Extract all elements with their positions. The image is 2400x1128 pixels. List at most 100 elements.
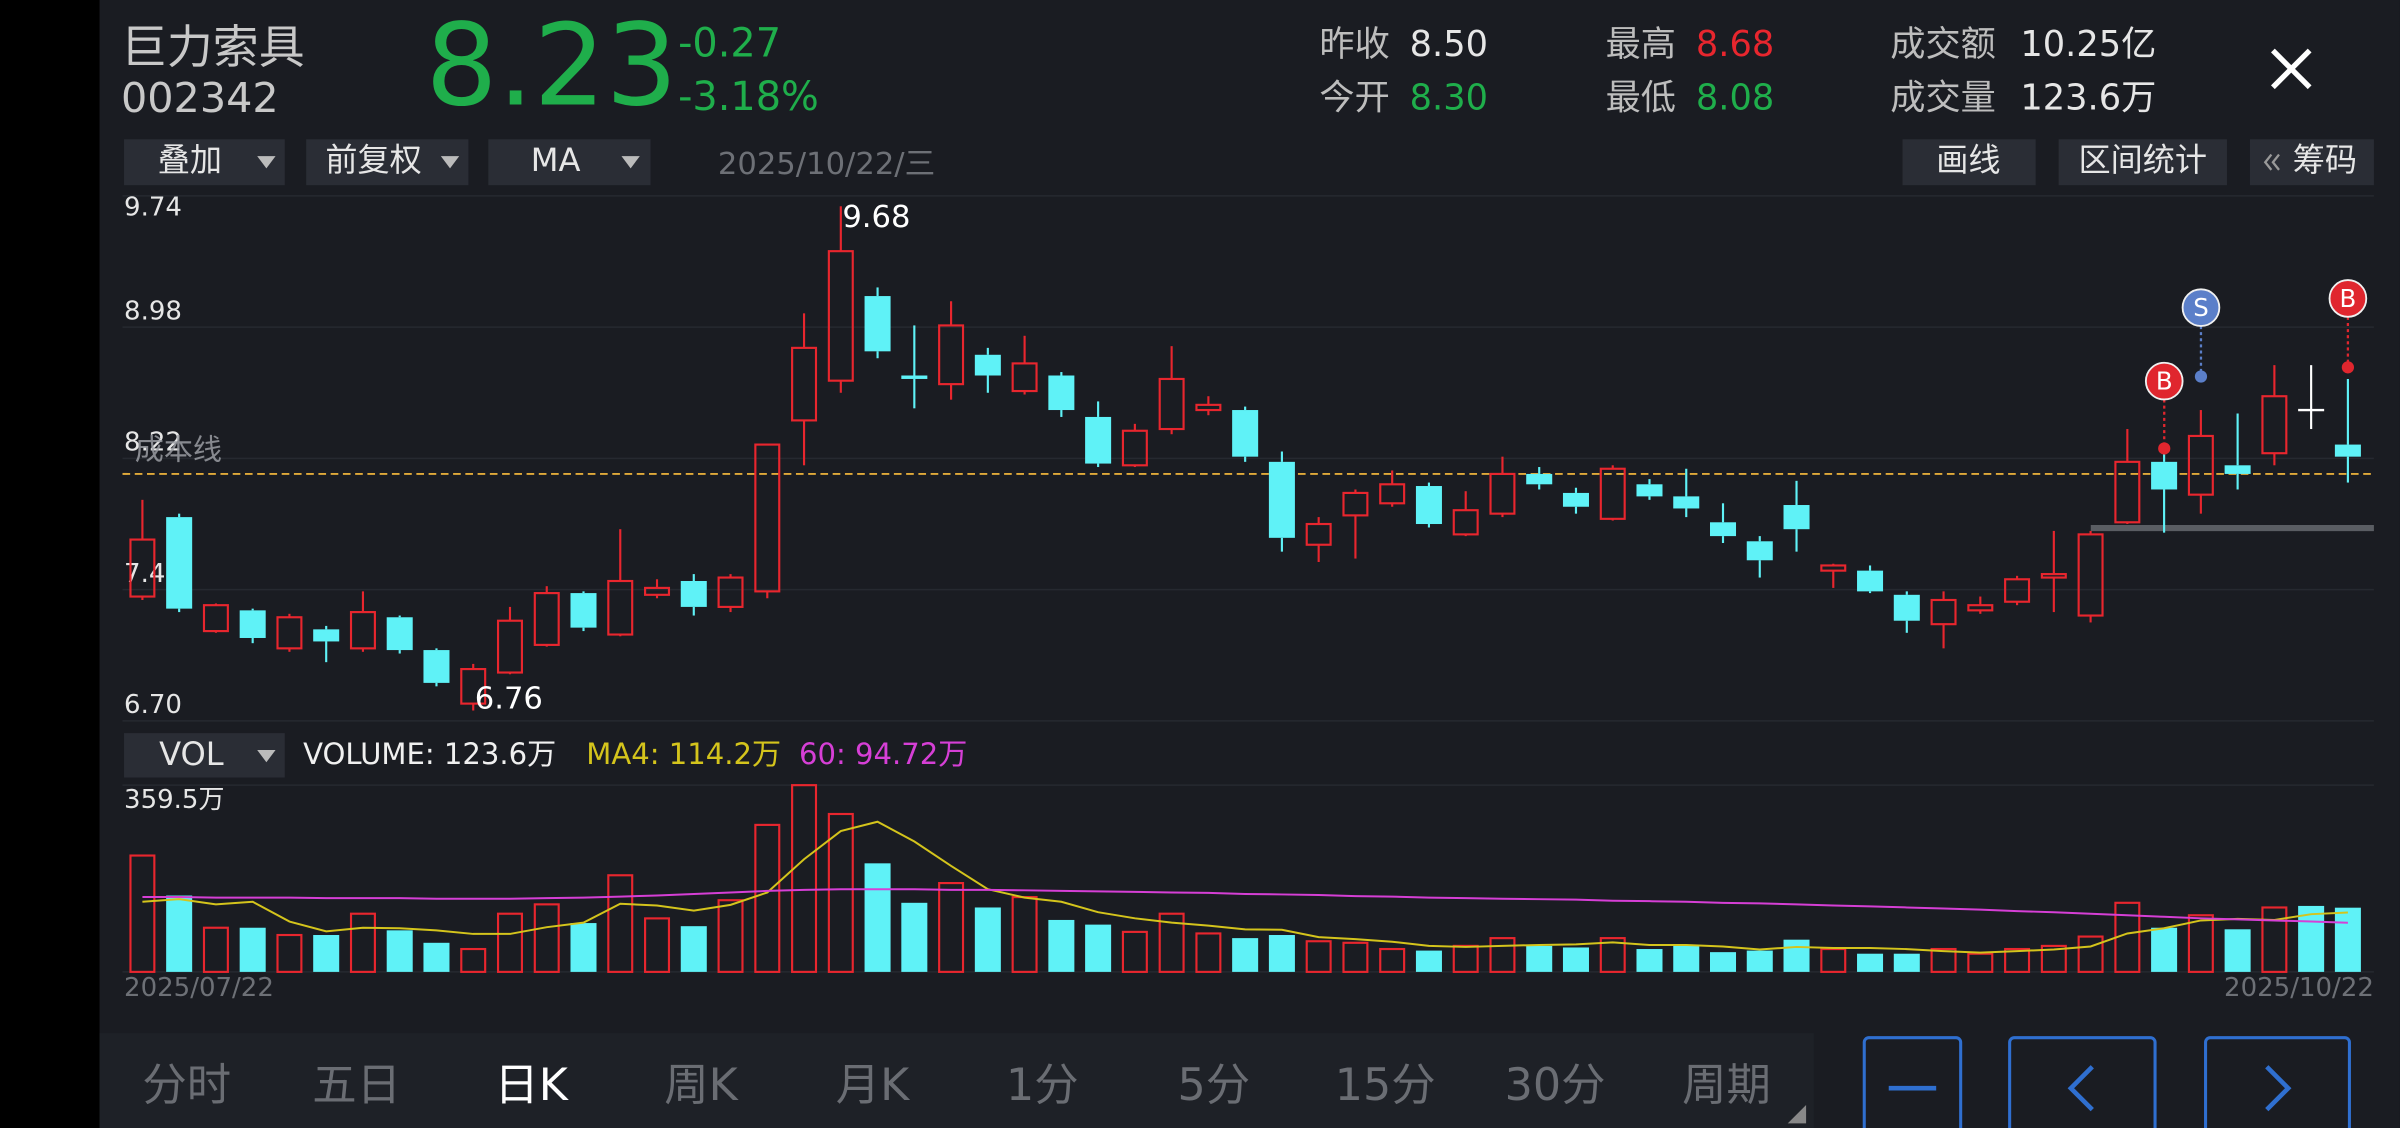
volume-bar xyxy=(129,854,156,973)
candle-body xyxy=(1746,541,1773,561)
candle-body xyxy=(827,250,854,382)
candle-body xyxy=(1305,522,1332,546)
candle-body xyxy=(1195,403,1222,412)
volume-bar xyxy=(202,926,229,973)
candle-body xyxy=(533,592,560,646)
ma60-line xyxy=(142,888,2348,924)
period-tab[interactable]: 1分 xyxy=(1006,1060,1079,1111)
candle-body xyxy=(1599,467,1626,520)
period-tab[interactable]: 周K xyxy=(664,1060,739,1111)
period-tab[interactable]: 周期 xyxy=(1682,1060,1771,1111)
button-box xyxy=(2058,139,2227,186)
signal-dot xyxy=(2341,361,2355,374)
candle-body xyxy=(1967,604,1994,612)
stat-label: 最低 xyxy=(1606,77,1676,118)
candle-body xyxy=(349,611,376,650)
collapse-icon xyxy=(2263,153,2280,171)
signal-label: B xyxy=(2156,367,2173,396)
period-tab[interactable]: 五日 xyxy=(312,1060,401,1111)
candle-body xyxy=(791,346,818,422)
period-tab[interactable]: 月K xyxy=(836,1060,911,1111)
cursor-date: 2025/10/22/三 xyxy=(718,147,935,182)
candle-body xyxy=(2224,465,2251,474)
volume-bar xyxy=(680,926,707,972)
dropdown-box xyxy=(306,139,469,186)
prev-button[interactable] xyxy=(2008,1036,2157,1128)
volume-bar xyxy=(313,935,340,972)
volume-bar xyxy=(1195,932,1222,973)
period-tab[interactable]: 分时 xyxy=(142,1060,231,1111)
close-button[interactable] xyxy=(2271,48,2312,90)
candle-body xyxy=(607,579,634,636)
signal-badge xyxy=(2181,288,2221,327)
volume-bar xyxy=(1379,947,1406,973)
button-box xyxy=(2204,1036,2351,1128)
signal-dot xyxy=(2158,442,2171,455)
volume-bar xyxy=(1048,919,1075,972)
period-tab[interactable]: 30分 xyxy=(1505,1060,1606,1111)
signal-label: S xyxy=(2193,293,2209,322)
tool-button[interactable]: 筹码 xyxy=(2249,139,2374,186)
dropdown[interactable]: 前复权 xyxy=(306,139,469,186)
volume-bar xyxy=(827,812,854,973)
dropdown-label: MA xyxy=(531,141,581,179)
candle-body xyxy=(276,616,303,650)
candle-body xyxy=(1121,429,1148,467)
stat-value: 8.08 xyxy=(1696,77,1774,118)
zoom-out-button[interactable] xyxy=(1862,1036,1963,1128)
y-tick-label: 8.22 xyxy=(124,428,182,458)
stat-value: 8.50 xyxy=(1410,24,1488,65)
candle-body xyxy=(1636,484,1663,497)
candle-body xyxy=(313,629,340,642)
dropdown[interactable]: MA xyxy=(488,139,651,186)
volume-bar xyxy=(1746,950,1773,972)
volume-bar xyxy=(349,912,376,973)
signal-badge xyxy=(2144,361,2184,401)
candle-body xyxy=(974,354,1001,376)
button-box xyxy=(2249,139,2374,186)
candle-body xyxy=(1857,570,1884,592)
max-price-label: 9.68 xyxy=(842,200,910,235)
volume-bar xyxy=(1415,950,1442,972)
dropdown-arrow xyxy=(257,156,276,169)
right-icon xyxy=(2265,1065,2292,1112)
y-tick-label: 8.98 xyxy=(124,296,182,326)
period-tab[interactable]: 5分 xyxy=(1177,1060,1250,1111)
candle-body xyxy=(1562,492,1589,507)
volume-bar xyxy=(1930,947,1957,973)
button-box xyxy=(2008,1036,2157,1128)
candle-body xyxy=(496,619,523,674)
candle-body xyxy=(2261,395,2288,455)
candle-body xyxy=(1415,486,1442,525)
period-tab[interactable]: 日K xyxy=(494,1060,569,1111)
stat-label: 今开 xyxy=(1319,77,1389,118)
indicator-dropdown[interactable]: VOL xyxy=(124,733,285,778)
candle-body xyxy=(1048,375,1075,411)
volume-bar xyxy=(2151,927,2178,972)
volume-bar xyxy=(644,917,671,973)
y-tick-label: 9.74 xyxy=(124,193,182,223)
candle-body xyxy=(1158,377,1185,431)
signal-badge xyxy=(2328,279,2368,318)
signal-dot xyxy=(2194,370,2208,383)
volume-bar xyxy=(1121,930,1148,973)
volume-bar xyxy=(974,907,1001,972)
candle-body xyxy=(1930,598,1957,626)
stat-label: 成交额 xyxy=(1890,24,1996,65)
dropdown-arrow xyxy=(257,749,276,763)
volume-bar xyxy=(423,942,450,972)
next-button[interactable] xyxy=(2204,1036,2351,1128)
signal-label: B xyxy=(2339,284,2356,313)
candle-body xyxy=(644,586,671,596)
candle-body xyxy=(1820,564,1847,572)
dropdown[interactable]: 叠加 xyxy=(124,139,285,186)
volume-bar xyxy=(1305,940,1332,973)
tool-button[interactable]: 画线 xyxy=(1902,139,2036,186)
volume-bar xyxy=(1562,947,1589,972)
volume-bar xyxy=(2004,947,2031,973)
tool-button[interactable]: 区间统计 xyxy=(2058,139,2227,186)
period-tab[interactable]: 15分 xyxy=(1335,1060,1436,1111)
price-change: -0.27 xyxy=(678,20,781,66)
volume-bar xyxy=(1342,941,1369,973)
